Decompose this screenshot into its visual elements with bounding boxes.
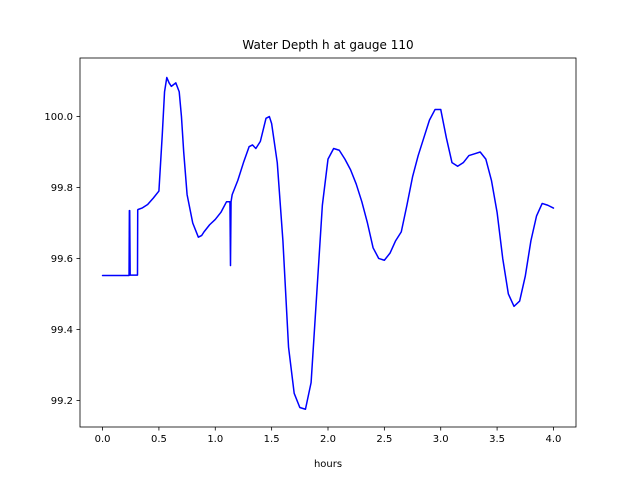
x-tick-label: 0.0 bbox=[95, 434, 111, 445]
x-tick-label: 1.0 bbox=[207, 434, 223, 445]
x-tick-label: 2.0 bbox=[320, 434, 336, 445]
y-tick-label: 99.2 bbox=[51, 396, 73, 407]
x-tick-label: 3.5 bbox=[489, 434, 505, 445]
y-tick-label: 99.6 bbox=[51, 254, 73, 265]
chart-title: Water Depth h at gauge 110 bbox=[242, 38, 413, 52]
x-tick-label: 2.5 bbox=[376, 434, 392, 445]
x-axis-label: hours bbox=[314, 459, 342, 470]
y-tick-label: 100.0 bbox=[44, 112, 73, 123]
y-tick-label: 99.4 bbox=[51, 325, 73, 336]
x-tick-label: 3.0 bbox=[433, 434, 449, 445]
x-tick-label: 1.5 bbox=[264, 434, 280, 445]
plot-area: 0.0 0.5 1.0 1.5 2.0 2.5 3.0 3.5 4.0 99.2 99.4 99.6 9… bbox=[44, 57, 577, 445]
x-tick-label: 4.0 bbox=[546, 434, 562, 445]
y-tick-label: 99.8 bbox=[51, 183, 73, 194]
x-tick-label: 0.5 bbox=[151, 434, 167, 445]
series-line-0 bbox=[101, 76, 555, 411]
